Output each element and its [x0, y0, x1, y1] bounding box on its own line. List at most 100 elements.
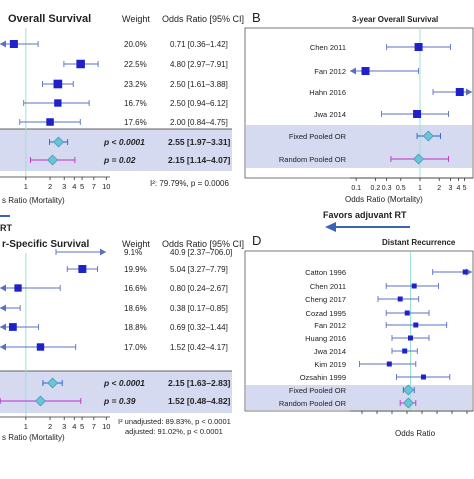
panel-c-x-tick-label-5: 7 [92, 422, 96, 431]
panel-d-pooled-label-1: Random Pooled OR [279, 399, 347, 408]
panel-c-weight-2: 16.6% [124, 284, 147, 293]
panel-b-study-label-1: Fan 2012 [314, 67, 346, 76]
panel-b-x-tick-label-3: 0.5 [396, 185, 406, 192]
panel-b-x-tick-label-2: 0.3 [382, 185, 392, 192]
panel-c-pooled-diamond-1 [35, 395, 46, 407]
panel-c-or-5: 1.52 [0.42–4.17] [170, 343, 228, 352]
panel-d-point-2 [397, 296, 403, 302]
panel-a-or-0: 0.71 [0.36–1.42] [170, 40, 228, 49]
panel-a-weight-2: 23.2% [124, 80, 147, 89]
panel-b-point-0 [414, 43, 423, 51]
panel-b-pooled-label-0: Fixed Pooled OR [289, 132, 347, 141]
panel-d-pooled-label-0: Fixed Pooled OR [289, 386, 347, 395]
panel-d-study-label-8: Ozsahin 1999 [300, 373, 346, 382]
panel-b-x-label: Odds Ratio (Mortality) [345, 195, 423, 204]
panel-c-pooled-p-1: p = 0.39 [103, 396, 136, 406]
panel-d-point-5 [408, 335, 413, 341]
panel-d-x-label: Odds Ratio [395, 429, 436, 438]
panel-d: D Distant Recurrence Catton 1996 Chen 201… [244, 233, 474, 438]
panel-d-title: Distant Recurrence [382, 238, 456, 247]
panel-c-or-4: 0.69 [0.32–1.44] [170, 323, 228, 332]
panel-b-point-3 [413, 110, 422, 118]
panel-b-point-1 [361, 67, 370, 75]
panel-a-pooled-diamond-1 [47, 154, 59, 166]
panel-b-x-tick-label-7: 4 [456, 185, 460, 192]
panel-b-ci-arrow-high-2 [466, 88, 472, 96]
panel-b-study-label-3: Jwa 2014 [314, 110, 346, 119]
panel-d-point-3 [404, 310, 410, 316]
panel-c-ci-arrow-low-5 [0, 343, 6, 351]
panel-c-weight-4: 18.8% [124, 323, 147, 332]
panel-c-x-tick-label-6: 10 [102, 422, 110, 431]
panel-a-x-tick-label-4: 5 [80, 182, 84, 191]
panel-b-title: 3-year Overall Survival [352, 15, 438, 24]
panel-a-x-tick-label-0: 1 [24, 182, 28, 191]
panel-a-x-tick-label-5: 7 [92, 182, 96, 191]
panel-a-weight-0: 20.0% [124, 40, 147, 49]
panel-a-pooled-or-0: 2.55 [1.97–3.31] [168, 137, 231, 147]
panel-c-x-tick-label-4: 5 [80, 422, 84, 431]
panel-d-point-4 [413, 322, 419, 328]
panel-c-weight-5: 17.0% [124, 343, 147, 352]
panel-d-study-label-7: Kim 2019 [314, 360, 346, 369]
panel-b-x-tick-label-1: 0.2 [371, 185, 381, 192]
panel-c-het-adjusted: adjusted: 91.02%, p < 0.0001 [125, 427, 223, 436]
panel-a-title: Overall Survival [8, 13, 91, 25]
panel-c-pooled-p-0: p < 0.0001 [103, 378, 145, 388]
panel-a-pooled-diamond-0 [53, 136, 64, 148]
panel-d-point-8 [420, 374, 426, 380]
panel-c-x-tick-label-3: 4 [72, 422, 76, 431]
panel-a-or-3: 2.50 [0.94–6.12] [170, 99, 228, 108]
panel-a-point-4 [46, 118, 54, 126]
panel-c-pooled-or-0: 2.15 [1.63–2.83] [168, 378, 231, 388]
panel-c-or-header: Odds Ratio [95% CI] [162, 239, 244, 249]
panel-a-pooled-or-1: 2.15 [1.14–4.07] [168, 155, 231, 165]
panel-c-pooled-or-1: 1.52 [0.48–4.82] [168, 396, 231, 406]
panel-d-study-label-0: Catton 1996 [305, 268, 346, 277]
panel-b-study-label-0: Chen 2011 [310, 43, 346, 52]
panel-a-point-3 [54, 99, 62, 107]
panel-d-study-label-3: Cozad 1995 [306, 309, 346, 318]
panel-a-x-tick-label-6: 10 [102, 182, 110, 191]
panel-b-ci-arrow-low-1 [350, 67, 356, 75]
panel-a-weight-4: 17.6% [124, 118, 147, 127]
panel-a-or-4: 2.00 [0.84–4.75] [170, 118, 228, 127]
panel-a-weight-3: 16.7% [124, 99, 147, 108]
panel-a: Overall Survival Weight Odds Ratio [95% … [0, 13, 244, 233]
panel-c-x-tick-label-0: 1 [24, 422, 28, 431]
panel-c-point-1 [78, 265, 87, 273]
panel-b-pooled-highlight [246, 125, 472, 168]
panel-b-pooled-label-1: Random Pooled OR [279, 155, 347, 164]
panel-d-study-label-1: Chen 2011 [310, 282, 346, 291]
panel-a-or-header: Odds Ratio [95% CI] [162, 14, 244, 24]
panel-c-ci-arrow-high-0 [100, 248, 106, 256]
panel-d-study-label-4: Fan 2012 [314, 321, 346, 330]
panel-b-x-tick-label-8: 5 [463, 185, 467, 192]
panel-a-pooled-p-0: p < 0.0001 [103, 137, 145, 147]
panel-a-or-1: 4.80 [2.97–7.91] [170, 60, 228, 69]
panel-c-or-1: 5.04 [3.27–7.79] [170, 265, 228, 274]
panel-c-ci-arrow-low-3 [0, 304, 6, 312]
panel-b-x-tick-label-6: 3 [448, 185, 452, 192]
panel-a-ci-arrow-low-0 [0, 40, 6, 48]
panel-c-pooled-highlight [0, 371, 232, 413]
panel-a-weight-header: Weight [122, 14, 150, 24]
panel-c-ci-arrow-low-4 [0, 323, 6, 331]
panel-d-study-label-5: Huang 2016 [305, 334, 346, 343]
panel-b-pooled-diamond-1 [413, 153, 424, 165]
panel-d-study-label-6: Jwa 2014 [314, 347, 346, 356]
panel-c-het-unadjusted: I² unadjusted: 89.83%, p < 0.0001 [118, 417, 231, 426]
panel-d-pooled-diamond-1 [402, 397, 414, 409]
panel-d-point-0 [462, 269, 468, 275]
panel-b-point-2 [455, 88, 464, 96]
panel-a-favors-label: RT [0, 223, 12, 233]
panel-d-point-6 [402, 348, 408, 354]
panel-c-title: r-Specific Survival [2, 239, 89, 250]
panel-c-or-3: 0.38 [0.17–0.85] [170, 304, 228, 313]
panel-b-letter: B [252, 10, 261, 25]
panel-c-pooled-diamond-0 [47, 377, 59, 389]
panel-c-ci-arrow-low-2 [0, 284, 6, 292]
panel-b-favors-arrowhead [325, 222, 336, 232]
panel-c-weight-header: Weight [122, 239, 150, 249]
